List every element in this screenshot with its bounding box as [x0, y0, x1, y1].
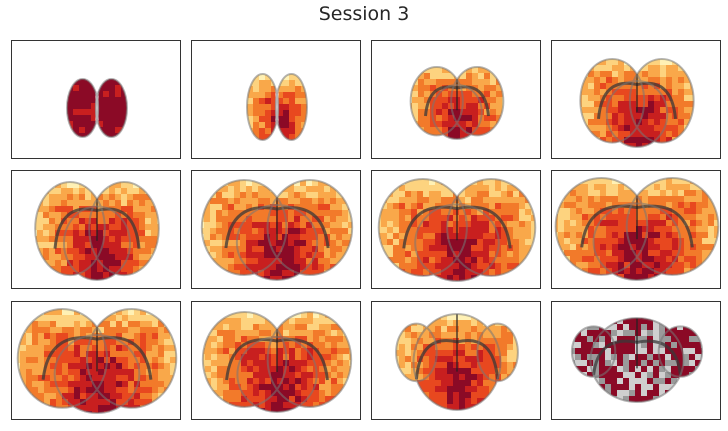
- slice-outline: [34, 181, 160, 281]
- slice-outline: [66, 78, 129, 138]
- slice-outline: [554, 177, 720, 281]
- brain-slice-image: [579, 58, 695, 148]
- slice-outline: [377, 178, 537, 282]
- brain-slice-image: [201, 311, 353, 413]
- activation-map: [580, 59, 694, 147]
- brain-slice-panel-5: [11, 170, 181, 289]
- activation-map: [17, 309, 177, 413]
- brain-slice-panel-8: [551, 170, 721, 289]
- figure-title: Session 3: [318, 3, 410, 25]
- brain-slice-panel-3: [371, 40, 541, 159]
- activation-map: [378, 179, 536, 281]
- brain-slice-image: [554, 177, 720, 281]
- activation-map: [202, 312, 352, 412]
- brain-slice-panel-10: [191, 301, 361, 420]
- brain-slice-panel-6: [191, 170, 361, 289]
- brain-slice-image: [34, 181, 160, 281]
- brain-slice-panel-1: [11, 40, 181, 159]
- slice-outline: [201, 311, 353, 413]
- slice-outline: [16, 308, 178, 414]
- brain-slice-panel-2: [191, 40, 361, 159]
- brain-slice-panel-7: [371, 170, 541, 289]
- slice-outline: [246, 73, 309, 141]
- brain-slice-image: [66, 78, 129, 138]
- brain-slice-image: [246, 73, 309, 141]
- brain-slice-image: [570, 317, 704, 403]
- slice-outline: [579, 58, 695, 148]
- brain-slice-image: [377, 178, 537, 282]
- brain-slice-panel-4: [551, 40, 721, 159]
- brain-slice-panel-11: [371, 301, 541, 420]
- brain-slice-panel-12: [551, 301, 721, 420]
- slice-outline: [409, 66, 505, 140]
- slice-outline: [395, 313, 519, 411]
- brain-slice-image: [409, 66, 505, 140]
- brain-slice-image: [200, 179, 354, 281]
- brain-slice-image: [395, 313, 519, 411]
- brain-slice-image: [16, 308, 178, 414]
- slice-outline: [200, 179, 354, 281]
- slice-outline: [570, 317, 704, 403]
- activation-map: [35, 182, 159, 280]
- brain-slice-panel-9: [11, 301, 181, 420]
